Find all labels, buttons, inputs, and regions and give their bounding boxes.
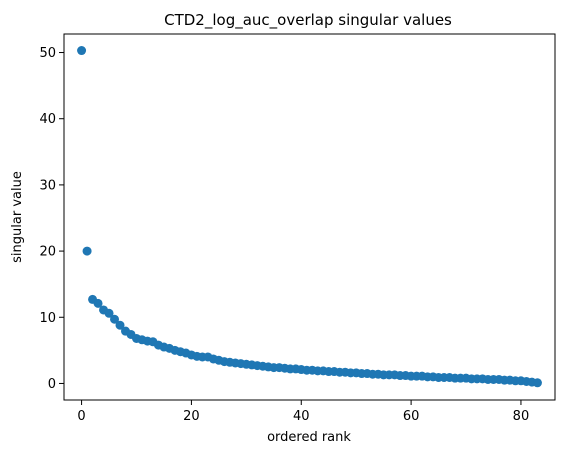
x-tick-label: 20 (183, 409, 200, 424)
data-point (110, 314, 120, 324)
axes-frame (63, 33, 556, 401)
data-point (532, 378, 542, 388)
data-point (77, 46, 87, 56)
x-tick-label: 40 (293, 409, 310, 424)
y-axis-label: singular value (10, 171, 25, 263)
y-tick-label: 40 (39, 112, 56, 127)
y-axis: 0 10 20 30 40 50 (39, 46, 64, 392)
y-tick-label: 20 (39, 245, 56, 260)
y-tick-label: 50 (39, 46, 56, 61)
x-tick-label: 60 (403, 409, 420, 424)
data-point (104, 308, 114, 318)
data-point (115, 320, 125, 330)
y-tick-label: 0 (48, 377, 56, 392)
chart-title: CTD2_log_auc_overlap singular values (164, 11, 452, 30)
data-point (82, 246, 92, 256)
x-axis: 0 20 40 60 80 (77, 400, 529, 424)
x-tick-label: 0 (77, 409, 85, 424)
plot-area (77, 46, 542, 388)
data-point (93, 298, 103, 308)
y-tick-label: 10 (39, 311, 56, 326)
x-axis-label: ordered rank (267, 430, 351, 445)
x-tick-label: 80 (513, 409, 530, 424)
y-tick-label: 30 (39, 178, 56, 193)
